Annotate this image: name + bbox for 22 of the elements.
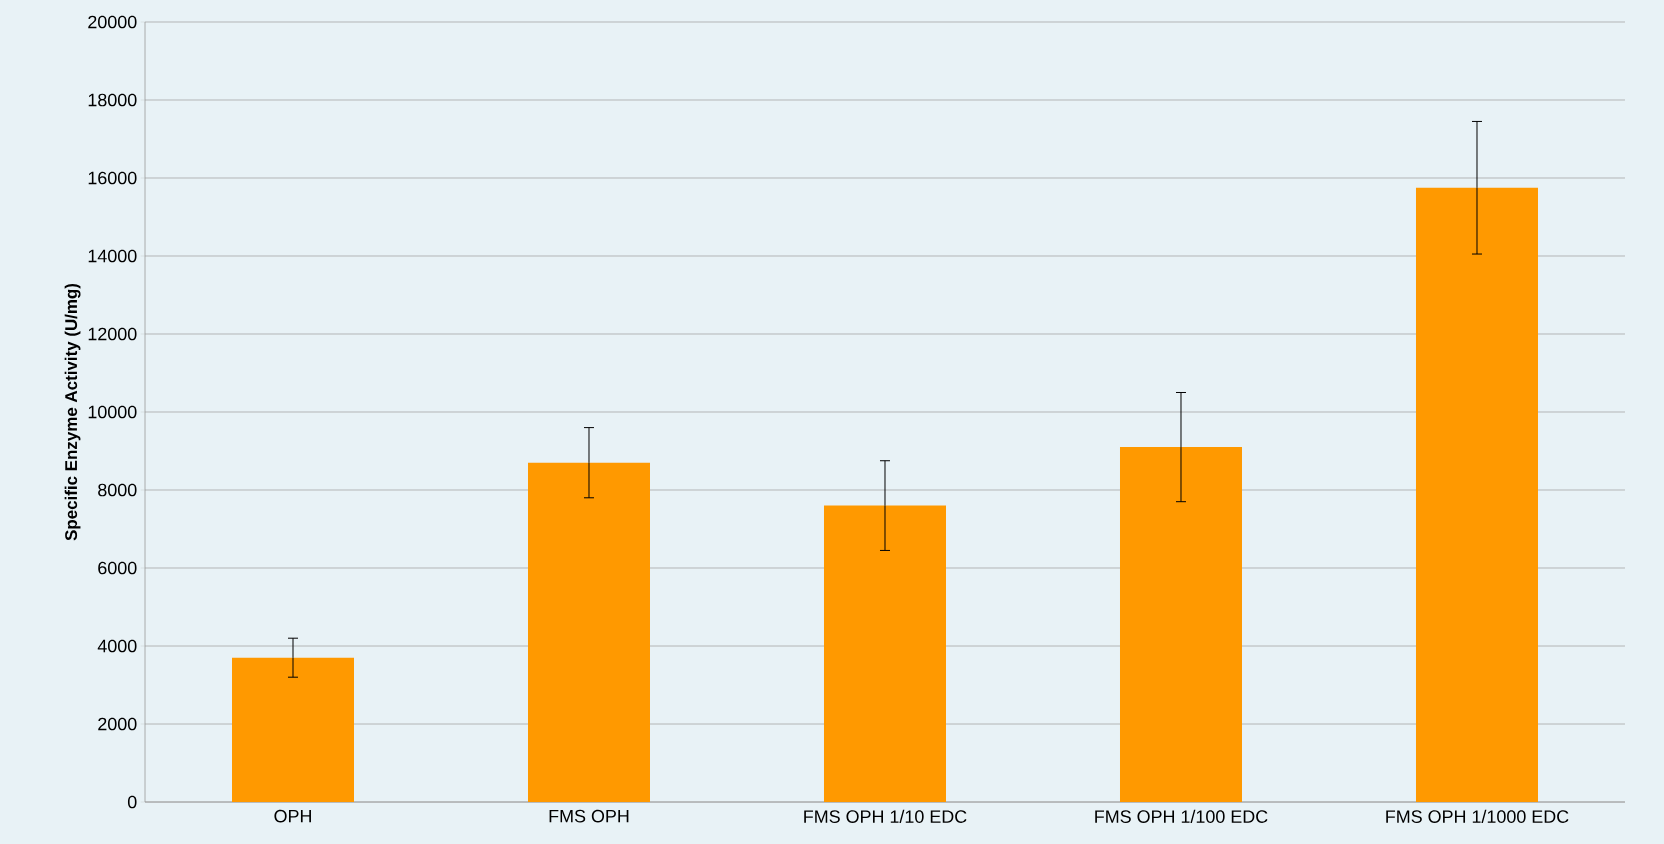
y-tick-label: 6000 — [98, 561, 137, 575]
x-tick-label: OPH — [274, 809, 311, 823]
y-tick-label: 12000 — [88, 327, 137, 341]
y-tick-label: 10000 — [88, 405, 137, 419]
y-tick-label: 20000 — [88, 15, 137, 29]
bar — [823, 505, 946, 802]
x-tick-label: FMS OPH 1/1000 EDC — [1386, 809, 1569, 823]
y-tick-label: 14000 — [88, 249, 137, 263]
bar — [528, 462, 650, 802]
y-tick-label: 0 — [127, 795, 137, 809]
y-tick-label: 16000 — [88, 171, 137, 185]
bar — [1119, 447, 1242, 802]
y-axis-title: Specific Enzyme Activity (U/mg) — [64, 283, 81, 541]
y-tick-label: 18000 — [88, 93, 137, 107]
bar — [232, 657, 354, 802]
bar — [1415, 187, 1538, 802]
y-tick-label: 4000 — [97, 639, 137, 653]
y-tick-label: 8000 — [98, 483, 137, 497]
x-tick-label: FMS OPH 1/100 EDC — [1095, 809, 1268, 823]
y-tick-label: 2000 — [98, 717, 137, 731]
x-tick-label: FMS OPH 1/10 EDC — [804, 809, 967, 823]
x-tick-label: FMS OPH — [549, 809, 629, 823]
